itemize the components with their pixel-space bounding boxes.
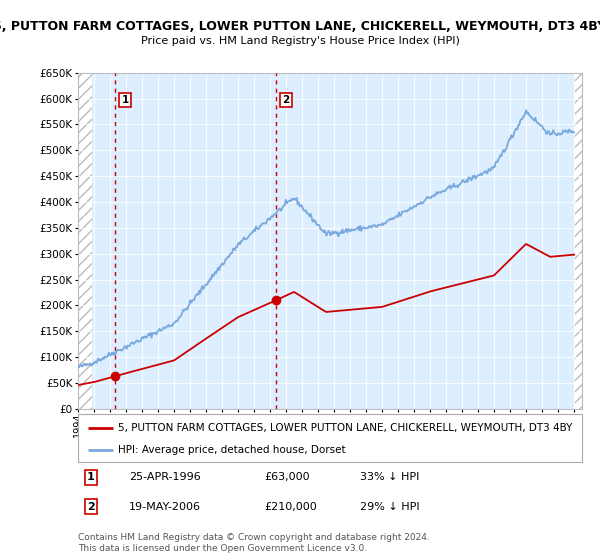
Text: 25-APR-1996: 25-APR-1996	[129, 472, 201, 482]
Text: 2: 2	[283, 95, 290, 105]
Text: 5, PUTTON FARM COTTAGES, LOWER PUTTON LANE, CHICKERELL, WEYMOUTH, DT3 4BY: 5, PUTTON FARM COTTAGES, LOWER PUTTON LA…	[118, 423, 572, 433]
Text: 1: 1	[87, 472, 95, 482]
Text: £210,000: £210,000	[264, 502, 317, 512]
Text: 33% ↓ HPI: 33% ↓ HPI	[360, 472, 419, 482]
Text: 1: 1	[121, 95, 128, 105]
Text: Price paid vs. HM Land Registry's House Price Index (HPI): Price paid vs. HM Land Registry's House …	[140, 36, 460, 46]
Text: 5, PUTTON FARM COTTAGES, LOWER PUTTON LANE, CHICKERELL, WEYMOUTH, DT3 4BY: 5, PUTTON FARM COTTAGES, LOWER PUTTON LA…	[0, 20, 600, 32]
Text: 2: 2	[87, 502, 95, 512]
Text: Contains HM Land Registry data © Crown copyright and database right 2024.
This d: Contains HM Land Registry data © Crown c…	[78, 533, 430, 553]
Text: HPI: Average price, detached house, Dorset: HPI: Average price, detached house, Dors…	[118, 445, 346, 455]
Text: 29% ↓ HPI: 29% ↓ HPI	[360, 502, 419, 512]
FancyBboxPatch shape	[78, 414, 582, 462]
Text: 19-MAY-2006: 19-MAY-2006	[129, 502, 201, 512]
Text: £63,000: £63,000	[264, 472, 310, 482]
